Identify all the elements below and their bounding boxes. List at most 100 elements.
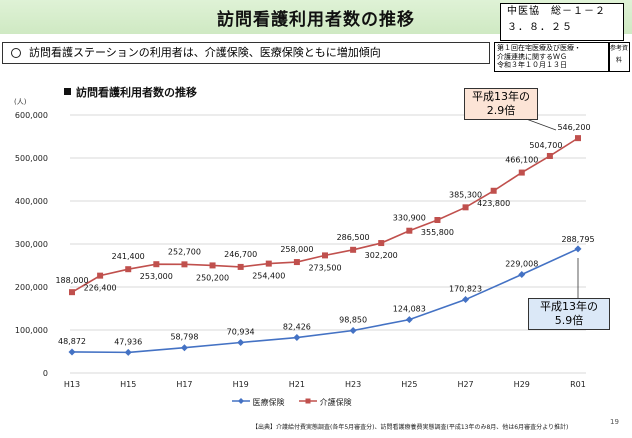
data-point-kaigo xyxy=(237,263,244,270)
data-label-iryo: 82,426 xyxy=(283,323,311,332)
data-label-kaigo: 466,100 xyxy=(505,156,538,165)
data-point-kaigo xyxy=(575,135,581,142)
data-label-kaigo: 252,700 xyxy=(168,247,201,256)
data-label-kaigo: 385,300 xyxy=(449,190,482,199)
reference-number: 中医協 総－１－２ xyxy=(507,6,606,17)
legend-item-kaigo: 介護保険 xyxy=(299,398,352,407)
x-tick-label: H27 xyxy=(457,380,473,389)
chart-legend: 医療保険 介護保険 xyxy=(232,397,364,408)
source-note: 【出典】介護給付費実態調査(各年5月審査分)、訪問看護療養費実態調査(平成13年… xyxy=(252,424,569,431)
data-point-kaigo xyxy=(434,217,441,224)
x-tick-label: H19 xyxy=(233,380,249,389)
kaigo-ratio-callout: 平成13年の 2.9倍 xyxy=(464,88,538,120)
legend-label-kaigo: 介護保険 xyxy=(319,398,352,407)
data-label-iryo: 58,798 xyxy=(170,333,198,342)
reference-material-label: 参考資料 xyxy=(608,42,630,72)
data-point-kaigo xyxy=(322,252,328,259)
data-point-kaigo xyxy=(350,246,357,253)
legend-kaigo-marker-icon xyxy=(299,398,318,404)
x-tick-label: R01 xyxy=(570,380,586,389)
legend-label-iryo: 医療保険 xyxy=(252,398,285,407)
data-point-kaigo xyxy=(546,152,553,159)
data-point-iryo xyxy=(574,245,582,253)
data-label-iryo: 124,083 xyxy=(393,305,426,314)
y-tick-label: 300,000 xyxy=(15,240,48,249)
page-title: 訪問看護利用者数の推移 xyxy=(217,10,415,30)
data-point-iryo xyxy=(237,338,245,346)
data-point-iryo xyxy=(293,334,301,342)
series-line-iryo xyxy=(71,248,579,354)
x-tick-label: H25 xyxy=(401,380,417,389)
data-label-kaigo: 504,700 xyxy=(529,141,562,150)
summary-text: 訪問看護ステーションの利用者は、介護保険、医療保険ともに増加傾向 xyxy=(29,46,381,59)
meeting-info-box: 第１回在宅医療及び医療・ 介護連携に関するＷＧ 令和３年１０月１３日 xyxy=(494,42,610,72)
data-label-kaigo: 253,000 xyxy=(140,272,173,281)
data-point-kaigo xyxy=(406,227,413,234)
data-point-kaigo xyxy=(97,272,104,279)
x-tick-label: H13 xyxy=(64,380,80,389)
data-point-kaigo xyxy=(265,260,272,267)
data-point-kaigo xyxy=(490,187,497,194)
data-label-kaigo: 273,500 xyxy=(308,263,341,272)
iryo-callout-line-2: 5.9倍 xyxy=(554,314,584,327)
meeting-line-1: 第１回在宅医療及び医療・ xyxy=(497,44,581,52)
data-label-kaigo: 250,200 xyxy=(196,273,229,282)
data-label-kaigo: 546,200 xyxy=(557,123,590,132)
y-tick-label: 500,000 xyxy=(15,154,48,163)
iryo-ratio-callout: 平成13年の 5.9倍 xyxy=(528,298,610,330)
data-label-iryo: 98,850 xyxy=(339,315,367,324)
data-label-kaigo: 188,000 xyxy=(55,276,88,285)
x-tick-label: H29 xyxy=(514,380,530,389)
y-tick-label: 100,000 xyxy=(15,326,48,335)
data-label-iryo: 70,934 xyxy=(227,327,255,336)
data-point-iryo xyxy=(462,296,470,304)
data-point-kaigo xyxy=(125,266,132,273)
meeting-date: 令和３年１０月１３日 xyxy=(497,61,567,69)
data-label-iryo: 47,936 xyxy=(114,337,142,346)
legend-item-iryo: 医療保険 xyxy=(232,398,287,407)
circle-bullet-icon xyxy=(11,48,21,58)
y-tick-label: 600,000 xyxy=(15,111,48,120)
data-point-kaigo xyxy=(462,204,469,211)
x-tick-label: H21 xyxy=(289,380,305,389)
meeting-line-2: 介護連携に関するＷＧ xyxy=(497,52,567,61)
data-point-iryo xyxy=(518,271,526,279)
legend-iryo-marker-icon xyxy=(232,398,250,404)
data-point-kaigo xyxy=(378,240,385,247)
data-point-kaigo xyxy=(69,289,75,296)
reference-date: ３．８．２５ xyxy=(507,22,573,33)
x-tick-label: H15 xyxy=(120,380,136,389)
kaigo-callout-line-1: 平成13年の xyxy=(472,90,530,103)
data-point-kaigo xyxy=(209,262,216,269)
data-label-kaigo: 355,800 xyxy=(421,228,454,237)
document-reference-box: 中医協 総－１－２ ３．８．２５ xyxy=(500,3,624,41)
data-label-kaigo: 302,200 xyxy=(365,251,398,260)
data-label-iryo: 288,795 xyxy=(561,235,594,244)
data-label-kaigo: 254,400 xyxy=(252,272,285,281)
data-point-iryo xyxy=(349,326,357,334)
kaigo-callout-line-2: 2.9倍 xyxy=(486,104,516,117)
data-label-kaigo: 423,800 xyxy=(477,199,510,208)
data-label-kaigo: 286,500 xyxy=(337,233,370,242)
data-point-kaigo xyxy=(518,169,525,176)
y-tick-label: 400,000 xyxy=(15,197,48,206)
data-point-iryo xyxy=(68,348,76,356)
data-label-kaigo: 258,000 xyxy=(280,245,313,254)
chart-title: 訪問看護利用者数の推移 xyxy=(64,84,197,100)
chart-title-text: 訪問看護利用者数の推移 xyxy=(76,86,197,99)
data-label-iryo: 48,872 xyxy=(58,337,86,346)
y-tick-label: 200,000 xyxy=(15,283,48,292)
data-point-iryo xyxy=(124,348,132,356)
x-tick-label: H17 xyxy=(176,380,192,389)
data-label-kaigo: 330,900 xyxy=(393,214,426,223)
data-label-kaigo: 246,700 xyxy=(224,250,257,259)
data-label-iryo: 170,823 xyxy=(449,285,482,294)
data-point-kaigo xyxy=(153,261,160,268)
page-number: 19 xyxy=(610,418,619,426)
x-tick-label: H23 xyxy=(345,380,361,389)
square-bullet-icon xyxy=(64,88,71,95)
summary-box: 訪問看護ステーションの利用者は、介護保険、医療保険ともに増加傾向 xyxy=(2,42,490,64)
data-point-kaigo xyxy=(293,259,300,266)
data-label-kaigo: 241,400 xyxy=(112,252,145,261)
